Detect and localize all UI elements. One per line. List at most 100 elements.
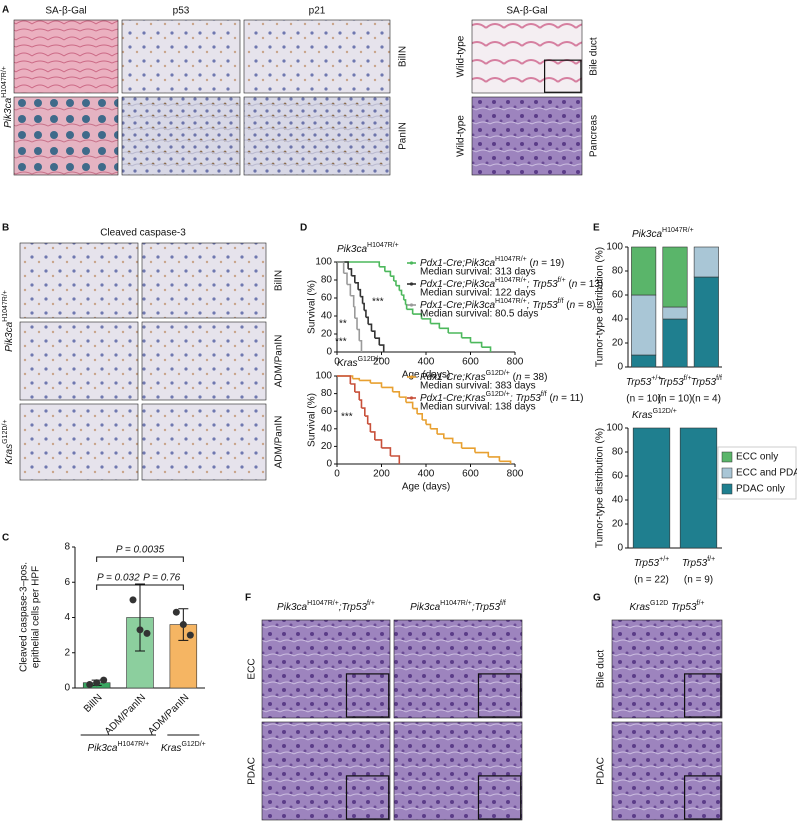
micrograph [243, 19, 391, 94]
x-tick-label: 800 [507, 469, 524, 480]
survival-step [337, 261, 349, 269]
micrograph [121, 96, 241, 176]
survival-step [370, 382, 383, 388]
y-tick-label: 6 [64, 577, 70, 588]
survival-step [357, 328, 361, 341]
micrograph [19, 242, 139, 319]
allele: f/+ [707, 556, 715, 563]
survival-step [437, 433, 445, 439]
y-tick-label: 60 [321, 406, 333, 417]
legend-label-part: ; Trp53 [527, 279, 558, 290]
micrograph [141, 242, 267, 319]
survival-step [422, 419, 427, 425]
column-title-part: ;Trp53 [472, 602, 501, 613]
column-header: SA-β-Gal [45, 6, 86, 17]
legend-label-part: n [570, 300, 576, 311]
row-genotype: Pik3caH1047R/+ [1, 66, 13, 128]
legend-median: Median survival: 383 days [420, 381, 536, 392]
data-point [179, 621, 187, 629]
y-tick-label: 80 [321, 388, 333, 399]
x-tick-label: 400 [418, 357, 435, 368]
legend-label-part: G12D/+ [486, 370, 510, 377]
legend-label-part: n [533, 258, 539, 269]
survival-step [421, 318, 432, 324]
x-axis-label: Age (days) [402, 482, 450, 493]
survival-step [337, 261, 345, 274]
y-tick-label: 0 [617, 543, 623, 554]
y-tick-label: 0 [64, 683, 70, 694]
annotation: *** [341, 412, 353, 423]
bar-segment [632, 427, 671, 549]
y-tick-label: 20 [321, 441, 333, 452]
group-label-part: Pik3ca [87, 743, 117, 754]
survival-step [439, 327, 450, 334]
survival-step [395, 284, 401, 291]
row-tissue: BilIN [274, 270, 285, 291]
legend-label: Pdx1-Cre;KrasG12D/+ (n = 38) [420, 370, 547, 382]
legend-label: Pdx1-Cre;KrasG12D/+; Trp53f/f (n = 11) [420, 391, 583, 403]
survival-step [474, 451, 490, 457]
legend-median: Median survival: 80.5 days [420, 309, 538, 320]
chart-title-part: H1047R/+ [367, 242, 399, 249]
chart-title-part: Pik3ca [632, 229, 662, 240]
significance-label: P = 0.76 [143, 573, 181, 584]
legend-median: Median survival: 122 days [420, 288, 536, 299]
y-tick-label: 0 [617, 362, 623, 373]
survival-step [417, 413, 424, 420]
column-title-part: f/+ [367, 600, 375, 607]
row-label: Bile duct [596, 650, 607, 689]
legend-swatch [721, 467, 733, 479]
control-genotype: Wild-type [456, 35, 467, 77]
micrograph [13, 19, 119, 94]
legend-swatch [721, 483, 733, 495]
data-point [100, 676, 108, 684]
data-point [93, 679, 101, 687]
legend-label-part: ( [510, 372, 517, 383]
survival-step [412, 407, 418, 414]
legend-median: Median survival: 313 days [420, 267, 536, 278]
survival-step [399, 289, 403, 296]
micrograph [121, 19, 241, 94]
legend-label-part: = 8) [575, 300, 595, 311]
row-genotype: KrasG12D/+ [2, 420, 14, 465]
x-tick-label: 200 [373, 357, 390, 368]
y-axis-label: Survival (%) [307, 393, 318, 447]
panel-label: G [593, 593, 601, 604]
x-tick-label: 800 [507, 357, 524, 368]
micrograph-inset [683, 673, 722, 718]
survival-step [406, 308, 414, 315]
micrograph [141, 403, 267, 481]
legend-label-part: H1047R/+ [495, 298, 527, 305]
legend-label-part: f/f [558, 298, 564, 305]
annotation: *** [372, 297, 384, 308]
y-axis-label: Cleaved caspase-3–pos. [19, 562, 30, 672]
survival-step [354, 317, 358, 330]
y-axis-label: Tumor-type distribution (%) [595, 428, 606, 548]
data-point [143, 629, 151, 637]
x-axis-label: Age (days) [402, 370, 450, 381]
survival-step [448, 332, 463, 338]
y-tick-label: 20 [612, 519, 624, 530]
survival-step [359, 339, 363, 352]
x-tick-label: Trp53+/+ [626, 375, 662, 387]
survival-step [443, 437, 454, 443]
y-tick-label: 20 [612, 338, 624, 349]
legend-label-part: ( [564, 300, 571, 311]
legend-label-part: H1047R/+ [495, 256, 527, 263]
legend-label-part: ; Trp53 [510, 393, 541, 404]
panel-label: A [2, 5, 9, 16]
survival-step [348, 268, 353, 276]
control-header: SA-β-Gal [506, 6, 547, 17]
x-tick-n: (n = 10) [626, 394, 661, 405]
survival-step [337, 261, 381, 267]
column-title-part: Pik3ca [277, 602, 307, 613]
legend-label-part: = 38) [522, 372, 548, 383]
chart-title-part: Pik3ca [337, 244, 367, 255]
legend-swatch [721, 451, 733, 463]
group-label-part: G12D/+ [181, 741, 205, 748]
chart-title: KrasG12D/+ [632, 408, 677, 420]
y-tick-label: 40 [612, 495, 624, 506]
survival-step [481, 346, 492, 352]
micrograph-inset [477, 775, 522, 820]
